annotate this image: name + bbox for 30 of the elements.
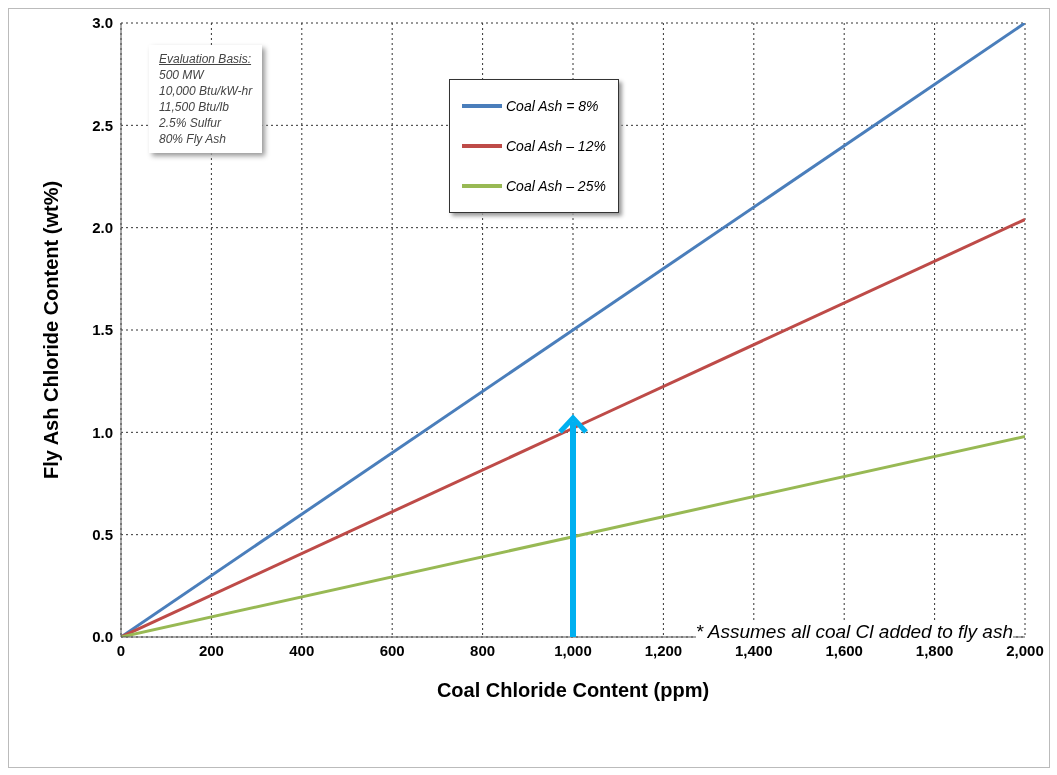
x-axis-title: Coal Chloride Content (ppm) [436,679,710,701]
y-tick-label: 0.5 [92,525,113,543]
legend-label: Coal Ash = 8% [506,98,599,114]
y-tick-label: 2.5 [92,116,113,134]
x-tick-label: 200 [198,641,224,659]
legend-label: Coal Ash – 25% [506,178,606,194]
y-tick-label: 1.5 [92,321,113,339]
annotation: * Assumes all coal Cl added to fly ash [695,621,1013,643]
x-tick-label: 2,000 [1006,641,1044,659]
x-tick-label: 600 [379,641,405,659]
annotation: 80% Fly Ash [159,131,227,147]
y-axis-title: Fly Ash Chloride Content (wt%) [40,180,63,480]
annotation: 500 MW [159,67,206,83]
x-tick-label: 1,400 [735,641,773,659]
annotation: 11,500 Btu/lb [159,99,230,115]
y-tick-label: 2.0 [92,218,113,236]
x-tick-label: 1,800 [915,641,954,659]
annotation: 2.5% Sulfur [159,115,223,131]
y-tick-label: 1.0 [92,423,113,441]
x-tick-label: 1,200 [644,641,683,659]
y-tick-label: 0.0 [92,628,113,646]
x-tick-label: 0 [116,641,126,659]
x-tick-label: 800 [470,641,496,659]
annotation: 10,000 Btu/kW-hr [159,83,253,99]
x-tick-label: 1,600 [825,641,863,659]
annotation: Evaluation Basis: [159,51,253,67]
legend-label: Coal Ash – 12% [506,138,606,154]
x-tick-label: 400 [289,641,315,659]
y-tick-label: 3.0 [92,14,113,32]
x-tick-label: 1,000 [554,641,592,659]
